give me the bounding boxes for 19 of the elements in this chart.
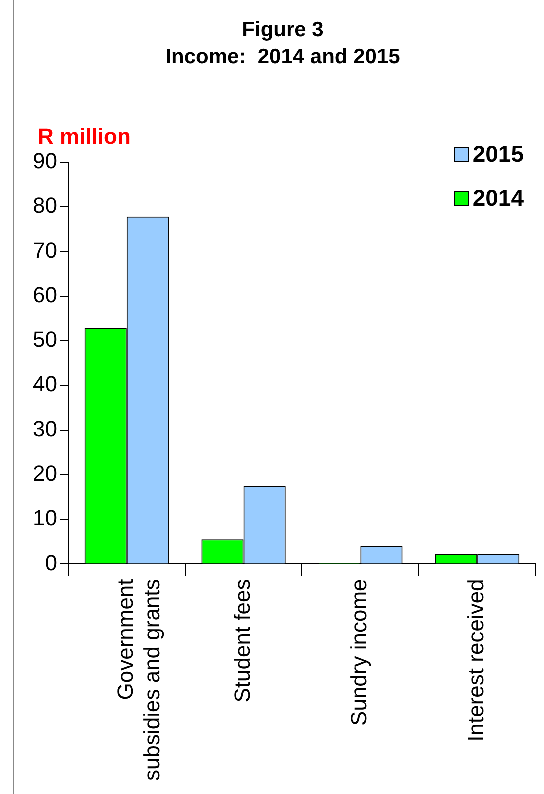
y-tick-label: 20 <box>32 460 58 486</box>
y-tick-label: 40 <box>32 372 58 397</box>
y-tick-label: 10 <box>32 506 58 531</box>
y-tick-label: 70 <box>32 238 58 263</box>
y-tick-label: 0 <box>45 550 58 576</box>
y-tick-label: 90 <box>32 148 58 174</box>
x-tick-label: Student fees <box>230 579 255 703</box>
legend-label: 2014 <box>472 184 524 212</box>
chart-title: Figure 3 <box>242 18 324 42</box>
chart-subtitle: Income: 2014 and 2015 <box>166 46 401 69</box>
x-tick-label: Government subsidies and grants <box>112 579 164 782</box>
x-tick-label: Interest received <box>464 579 489 742</box>
x-tick-label: Sundry income <box>346 579 372 726</box>
legend-label: 2015 <box>472 140 524 168</box>
y-axis-title: R million <box>38 124 131 150</box>
y-tick-label: 30 <box>32 416 58 442</box>
y-tick-label: 80 <box>32 193 58 218</box>
y-tick-label: 50 <box>32 327 58 352</box>
y-tick-label: 60 <box>32 282 58 308</box>
